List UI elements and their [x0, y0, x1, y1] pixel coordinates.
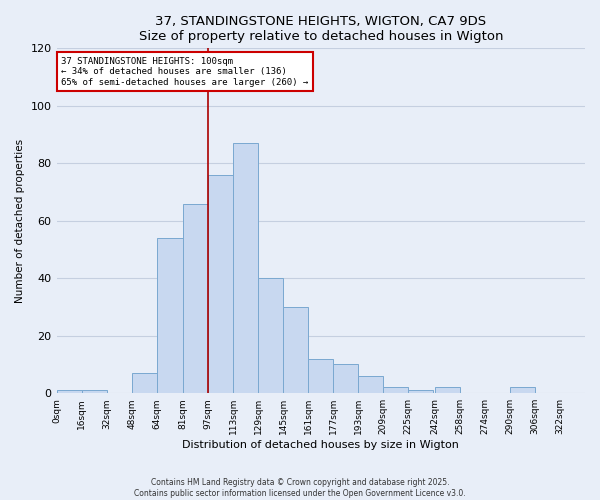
Bar	[131, 373, 157, 393]
Bar	[333, 364, 358, 393]
Bar	[157, 238, 183, 393]
Bar	[283, 307, 308, 393]
Bar	[383, 388, 409, 393]
Y-axis label: Number of detached properties: Number of detached properties	[15, 138, 25, 303]
Bar	[308, 358, 333, 393]
Bar	[233, 143, 258, 393]
X-axis label: Distribution of detached houses by size in Wigton: Distribution of detached houses by size …	[182, 440, 459, 450]
Title: 37, STANDINGSTONE HEIGHTS, WIGTON, CA7 9DS
Size of property relative to detached: 37, STANDINGSTONE HEIGHTS, WIGTON, CA7 9…	[139, 15, 503, 43]
Text: 37 STANDINGSTONE HEIGHTS: 100sqm
← 34% of detached houses are smaller (136)
65% : 37 STANDINGSTONE HEIGHTS: 100sqm ← 34% o…	[61, 57, 308, 87]
Bar	[208, 175, 233, 393]
Bar	[409, 390, 433, 393]
Bar	[258, 278, 283, 393]
Bar	[82, 390, 107, 393]
Bar	[183, 204, 208, 393]
Bar	[56, 390, 82, 393]
Bar	[510, 388, 535, 393]
Bar	[358, 376, 383, 393]
Text: Contains HM Land Registry data © Crown copyright and database right 2025.
Contai: Contains HM Land Registry data © Crown c…	[134, 478, 466, 498]
Bar	[435, 388, 460, 393]
